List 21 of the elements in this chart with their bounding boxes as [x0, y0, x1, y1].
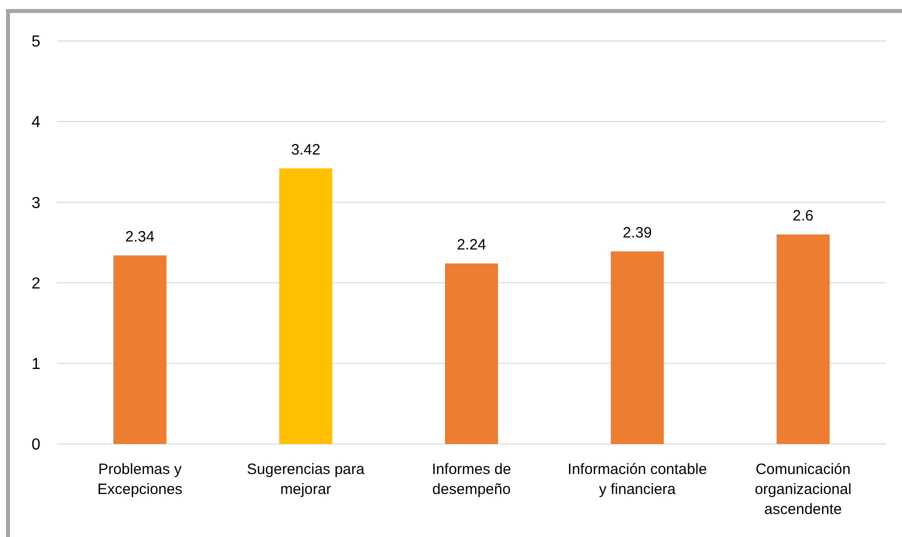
bar: [445, 263, 498, 444]
data-label: 2.39: [622, 224, 652, 242]
y-tick-label: 5: [32, 34, 41, 51]
y-tick-label: 1: [32, 356, 41, 373]
bar: [279, 168, 332, 444]
bar: [776, 234, 830, 444]
bar: [113, 255, 166, 444]
y-tick-label: 4: [32, 114, 41, 132]
x-tick-label: Problemas y Excepciones: [97, 461, 182, 498]
y-tick-label: 2: [32, 275, 41, 292]
data-label: 2.6: [792, 207, 814, 224]
data-label: 2.34: [125, 228, 154, 246]
data-label: 2.24: [456, 236, 486, 254]
y-tick-label: 0: [32, 436, 41, 454]
bar: [610, 251, 664, 444]
x-tick-label: Comunicación organizacional ascendente: [754, 461, 852, 518]
x-tick-label: Información contable y financiera: [568, 461, 707, 498]
x-tick-label: Sugerencias para mejorar: [246, 461, 366, 498]
x-tick-label: Informes de desempeño: [432, 461, 512, 498]
data-label: 3.42: [291, 141, 320, 158]
y-tick-label: 3: [32, 194, 41, 212]
